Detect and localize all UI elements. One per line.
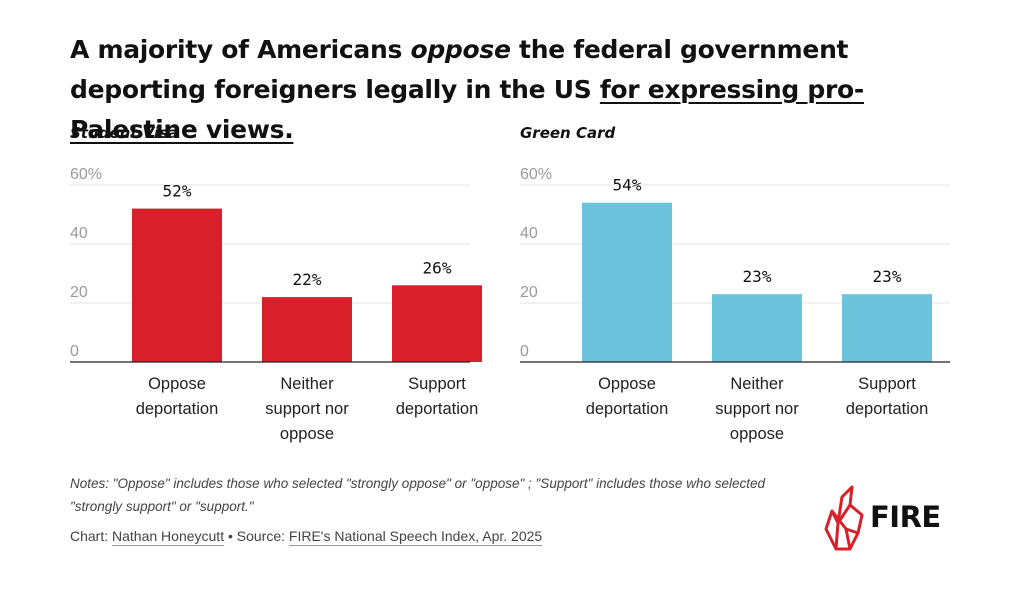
bar bbox=[262, 297, 352, 362]
student-visa-chart: 0 20 40 60% 52% 22% 26% bbox=[70, 166, 482, 363]
x-tick-label: Neither support nor oppose bbox=[702, 372, 812, 447]
chart-title: A majority of Americans oppose the feder… bbox=[70, 30, 970, 150]
y-tick-label: 60% bbox=[70, 166, 102, 183]
x-tick-label-line: deportation bbox=[585, 400, 669, 418]
y-tick-label: 20 bbox=[70, 284, 88, 301]
y-tick-label: 60% bbox=[520, 166, 552, 183]
bar bbox=[132, 208, 222, 362]
y-tick-label: 0 bbox=[520, 343, 529, 360]
credit-author-link[interactable]: Nathan Honeycutt bbox=[112, 528, 225, 544]
data-label: 26% bbox=[423, 258, 452, 277]
x-tick-label: Support deportation bbox=[382, 372, 492, 422]
title-text-2: the federal government deporting foreign… bbox=[70, 35, 849, 104]
x-tick-label: Support deportation bbox=[832, 372, 942, 422]
x-tick-label-line: Neither bbox=[730, 375, 784, 393]
notes: Notes: "Oppose" includes those who selec… bbox=[70, 476, 765, 514]
bar bbox=[582, 202, 672, 362]
x-tick-label-line: support nor bbox=[265, 400, 349, 418]
data-label: 22% bbox=[293, 270, 322, 289]
credit-separator: • Source: bbox=[224, 528, 289, 544]
y-tick-label: 40 bbox=[520, 225, 538, 242]
data-label: 54% bbox=[613, 176, 642, 195]
x-tick-label-line: deportation bbox=[395, 400, 479, 418]
x-tick-label-line: Support bbox=[408, 375, 466, 393]
credit-line: Chart: Nathan Honeycutt • Source: FIRE's… bbox=[70, 528, 542, 544]
data-label: 23% bbox=[873, 267, 902, 286]
x-tick-label: Oppose deportation bbox=[572, 372, 682, 422]
green-card-chart: 0 20 40 60% 54% 23% 23% bbox=[520, 166, 950, 363]
chart-subtitle-student-visa: Student Visa bbox=[70, 124, 179, 142]
chart-subtitle-green-card: Green Card bbox=[520, 124, 616, 142]
x-tick-label-line: Oppose bbox=[148, 375, 206, 393]
credit-prefix: Chart: bbox=[70, 528, 113, 544]
x-tick-label-line: support nor bbox=[715, 400, 799, 418]
y-tick-label: 20 bbox=[520, 284, 538, 301]
bar bbox=[392, 285, 482, 362]
x-tick-label-line: Support bbox=[858, 375, 916, 393]
flame-icon bbox=[824, 485, 864, 551]
title-emphasis: oppose bbox=[410, 35, 511, 64]
x-tick-label-line: Oppose bbox=[598, 375, 656, 393]
title-text-1: A majority of Americans bbox=[70, 35, 411, 64]
bar bbox=[842, 294, 932, 362]
y-tick-label: 0 bbox=[70, 343, 79, 360]
y-tick-label: 40 bbox=[70, 225, 88, 242]
data-label: 23% bbox=[743, 267, 772, 286]
x-tick-label-line: oppose bbox=[729, 425, 785, 443]
title-underlined: for expressing pro-Palestine views. bbox=[70, 75, 865, 144]
x-tick-label: Oppose deportation bbox=[122, 372, 232, 422]
bar bbox=[712, 294, 802, 362]
x-tick-label-line: deportation bbox=[845, 400, 929, 418]
data-label: 52% bbox=[163, 182, 192, 201]
x-tick-label-line: Neither bbox=[280, 375, 334, 393]
fire-logo-text: FIRE bbox=[870, 500, 941, 534]
x-tick-label-line: oppose bbox=[279, 425, 335, 443]
credit-source-link[interactable]: FIRE's National Speech Index, Apr. 2025 bbox=[288, 528, 543, 544]
x-tick-label: Neither support nor oppose bbox=[252, 372, 362, 447]
x-tick-label-line: deportation bbox=[135, 400, 219, 418]
